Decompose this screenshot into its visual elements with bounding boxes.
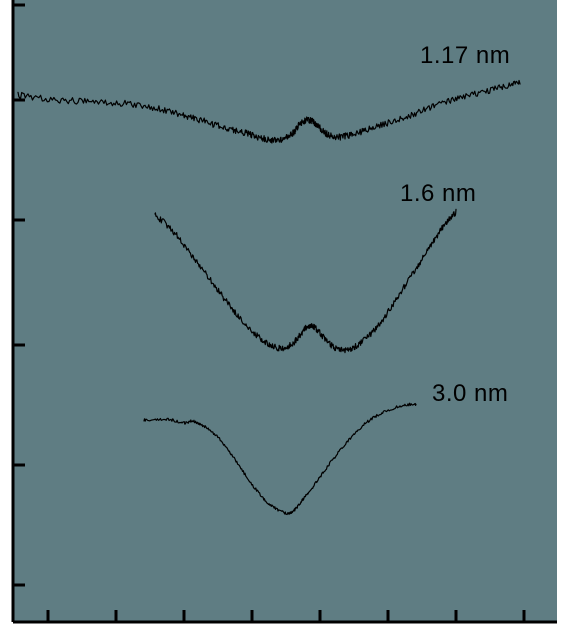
series-label-3: 3.0 nm (432, 380, 508, 408)
series-label-1: 1.17 nm (420, 42, 510, 70)
chart-svg (0, 0, 570, 632)
chart-stage: 1.17 nm 1.6 nm 3.0 nm (0, 0, 570, 632)
series-label-2: 1.6 nm (400, 180, 476, 208)
